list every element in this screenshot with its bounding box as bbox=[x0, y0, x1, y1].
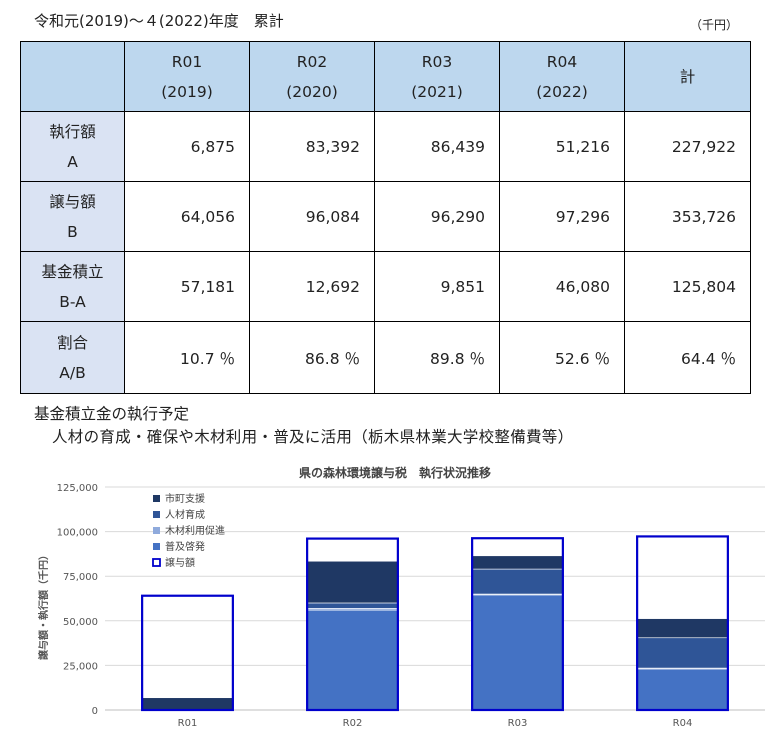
table-cell: 52.6 ％ bbox=[499, 321, 625, 394]
legend-label: 木材利用促進 bbox=[165, 524, 225, 537]
legend-swatch bbox=[153, 511, 160, 518]
x-tick-label: R03 bbox=[508, 718, 528, 729]
legend-label: 普及啓発 bbox=[165, 540, 205, 553]
y-tick-label: 75,000 bbox=[63, 572, 98, 583]
legend-swatch bbox=[152, 558, 161, 567]
legend-swatch bbox=[153, 527, 160, 534]
table-cell: 46,080 bbox=[499, 251, 625, 322]
legend-swatch bbox=[153, 543, 160, 550]
table-row: 執行額 A 6,875 83,392 86,439 51,216 227,922 bbox=[20, 111, 751, 182]
outline-bar bbox=[306, 537, 399, 712]
table-header-cell: R02 (2020) bbox=[249, 41, 375, 112]
table-cell: 227,922 bbox=[624, 111, 751, 182]
page-title: 令和元(2019)〜４(2022)年度 累計 bbox=[34, 12, 284, 30]
legend-label: 市町支援 bbox=[165, 492, 205, 505]
chart-title: 県の森林環境譲与税 執行状況推移 bbox=[299, 465, 491, 480]
y-tick-label: 50,000 bbox=[63, 617, 98, 628]
table-cell: 353,726 bbox=[624, 181, 751, 252]
table-cell: 10.7 ％ bbox=[124, 321, 250, 394]
table-cell: 12,692 bbox=[249, 251, 375, 322]
bar-segment bbox=[636, 668, 729, 711]
bar-segment bbox=[471, 594, 564, 711]
outline-bar bbox=[141, 594, 234, 712]
y-tick-label: 125,000 bbox=[57, 483, 98, 494]
y-tick-label: 100,000 bbox=[57, 528, 98, 539]
summary-table: R01 (2019) R02 (2020) R03 (2021) R04 (2022) … bbox=[20, 41, 751, 394]
table-corner-cell bbox=[20, 41, 125, 112]
table-cell: 86,439 bbox=[374, 111, 500, 182]
table-cell: 51,216 bbox=[499, 111, 625, 182]
row-header: 割合 A/B bbox=[20, 321, 125, 394]
legend-swatch bbox=[153, 495, 160, 502]
x-tick-label: R01 bbox=[178, 718, 198, 729]
outline-bar bbox=[471, 537, 564, 712]
table-row: 割合 A/B 10.7 ％ 86.8 ％ 89.8 ％ 52.6 ％ 64.4 ％ bbox=[20, 321, 751, 394]
bar-segment bbox=[471, 555, 564, 570]
table-cell: 96,290 bbox=[374, 181, 500, 252]
x-tick-label: R02 bbox=[343, 718, 363, 729]
x-tick-label: R04 bbox=[673, 718, 693, 729]
bar-segment bbox=[306, 602, 399, 609]
y-tick-label: 0 bbox=[92, 706, 98, 717]
y-tick-label: 25,000 bbox=[63, 661, 98, 672]
chart: 0 25,000 50,000 75,000 100,000 125,000 R01 R02 R… bbox=[37, 465, 765, 729]
legend-label: 譲与額 bbox=[165, 556, 195, 569]
fund-usage-detail: 人材の育成・確保や木材利用・普及に活用（栃木県林業大学校整備費等） bbox=[52, 428, 574, 446]
row-header: 執行額 A bbox=[20, 111, 125, 182]
table-header-cell: R01 (2019) bbox=[124, 41, 250, 112]
legend-label: 人材育成 bbox=[165, 508, 205, 521]
table-header-row: R01 (2019) R02 (2020) R03 (2021) R04 (2022) … bbox=[20, 41, 751, 112]
table-cell: 64,056 bbox=[124, 181, 250, 252]
bar-segment bbox=[636, 637, 729, 669]
table-cell: 97,296 bbox=[499, 181, 625, 252]
bar-segment bbox=[306, 560, 399, 604]
table-cell: 57,181 bbox=[124, 251, 250, 322]
table-cell: 86.8 ％ bbox=[249, 321, 375, 394]
chart-y-axis-label: 譲与額・執行額（千円） bbox=[37, 550, 50, 660]
table-cell: 9,851 bbox=[374, 251, 500, 322]
unit-label: （千円） bbox=[690, 18, 739, 32]
table-cell: 83,392 bbox=[249, 111, 375, 182]
table-cell: 6,875 bbox=[124, 111, 250, 182]
table-row: 譲与額 B 64,056 96,084 96,290 97,296 353,726 bbox=[20, 181, 751, 252]
row-header: 譲与額 B bbox=[20, 181, 125, 252]
row-header: 基金積立 B-A bbox=[20, 251, 125, 322]
bar-segment bbox=[636, 618, 729, 639]
table-header-cell-total: 計 bbox=[624, 41, 751, 112]
table-header-cell: R03 (2021) bbox=[374, 41, 500, 112]
outline-bar bbox=[636, 535, 729, 712]
fund-usage-heading: 基金積立金の執行予定 bbox=[34, 405, 190, 423]
bar-segment bbox=[471, 568, 564, 595]
bar-segment bbox=[306, 609, 399, 711]
table-header-cell: R04 (2022) bbox=[499, 41, 625, 112]
bar-segment bbox=[141, 697, 234, 710]
table-cell: 125,804 bbox=[624, 251, 751, 322]
table-row: 基金積立 B-A 57,181 12,692 9,851 46,080 125,8… bbox=[20, 251, 751, 322]
table-cell: 89.8 ％ bbox=[374, 321, 500, 394]
table-cell: 96,084 bbox=[249, 181, 375, 252]
table-cell: 64.4 ％ bbox=[624, 321, 751, 394]
